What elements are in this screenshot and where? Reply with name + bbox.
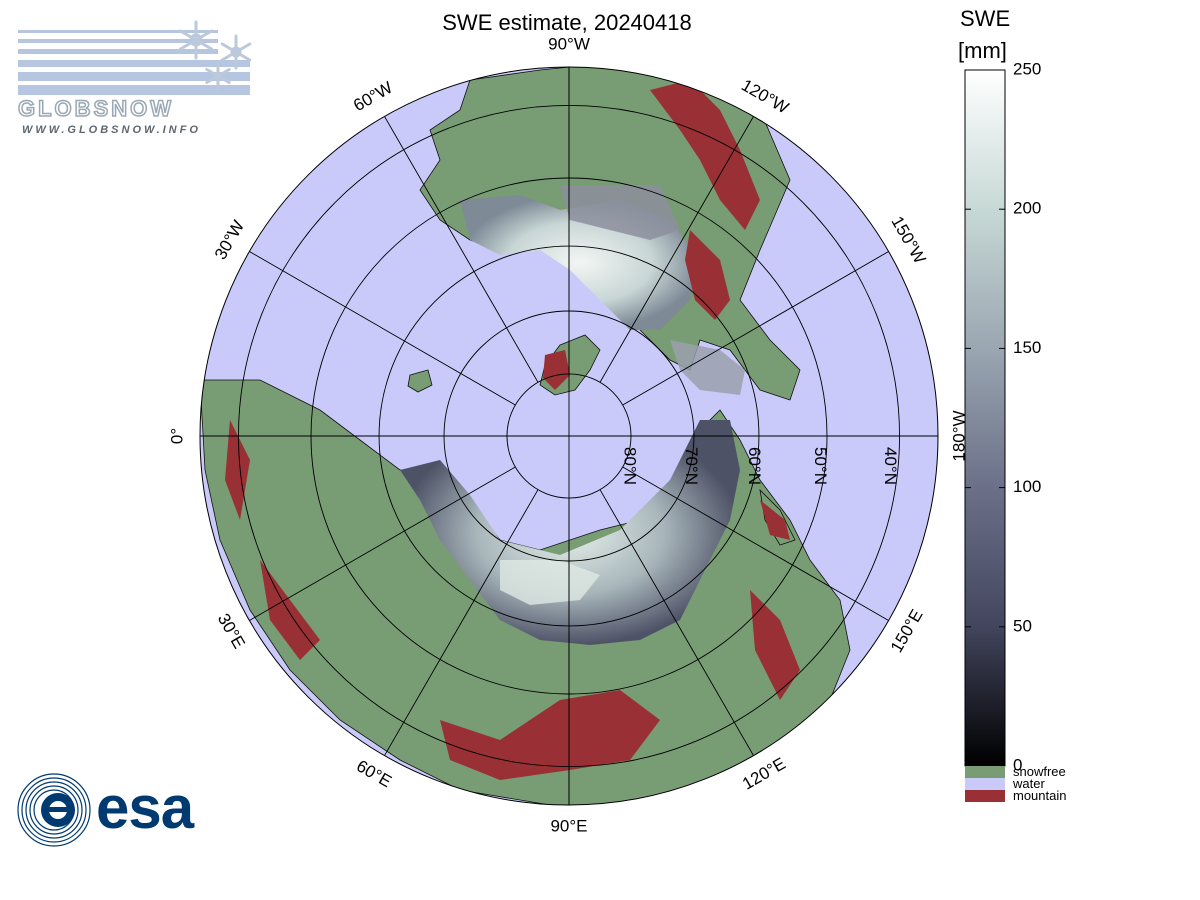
lon-label: 60°W	[350, 78, 396, 115]
esa-wordmark: esa	[96, 774, 194, 841]
lat-label: 80°N	[621, 447, 640, 485]
lon-label: 90°E	[550, 816, 587, 835]
lat-label: 70°N	[682, 447, 701, 485]
lon-label: 0°	[167, 428, 186, 444]
colorbar-title-line1: SWE	[960, 6, 1011, 31]
graticule-lon-150	[622, 466, 889, 621]
land-iceland	[407, 369, 433, 393]
graticule-lon-120	[599, 489, 754, 756]
globsnow-url: WWW.GLOBSNOW.INFO	[22, 124, 201, 136]
globsnow-logo	[18, 20, 252, 95]
globsnow-wordmark: GLOBSNOW	[17, 95, 174, 122]
snow-canada-east	[670, 340, 745, 395]
snow-north-america-grey	[560, 185, 680, 240]
lat-label: 60°N	[745, 447, 764, 485]
esa-swirl-icon	[17, 773, 91, 847]
map-disc-border	[199, 66, 939, 806]
graticule-lon-300	[384, 116, 539, 383]
lon-label: 60°E	[353, 756, 395, 791]
lat-label: 50°N	[811, 447, 830, 485]
snow-siberia-bright	[500, 560, 600, 605]
map-disc	[200, 67, 938, 805]
snow-eurasia	[400, 420, 740, 645]
graticule-lon-30	[249, 466, 516, 621]
lon-label: 120°W	[738, 75, 792, 117]
graticule-lon-240	[599, 116, 754, 383]
lon-label: 180°W	[949, 410, 968, 461]
graticule	[200, 67, 938, 805]
colorbar-title-line2: [mm]	[958, 38, 1007, 63]
latitude-labels: 40°N 50°N 60°N 70°N 80°N	[621, 447, 900, 485]
graticule-lon-330	[249, 251, 516, 406]
graticule-lon-210	[622, 251, 889, 406]
lon-label: 90°W	[548, 34, 590, 53]
map-title: SWE estimate, 20240418	[442, 10, 692, 35]
esa-logo	[17, 773, 91, 847]
lat-label: 40°N	[881, 447, 900, 485]
graticule-lon-60	[384, 489, 539, 756]
snowflake-icon	[178, 20, 252, 91]
globsnow-stripes	[18, 30, 250, 95]
lon-label: 30°W	[211, 217, 248, 263]
lon-label: 150°W	[887, 213, 929, 267]
lon-label: 30°E	[214, 610, 249, 652]
